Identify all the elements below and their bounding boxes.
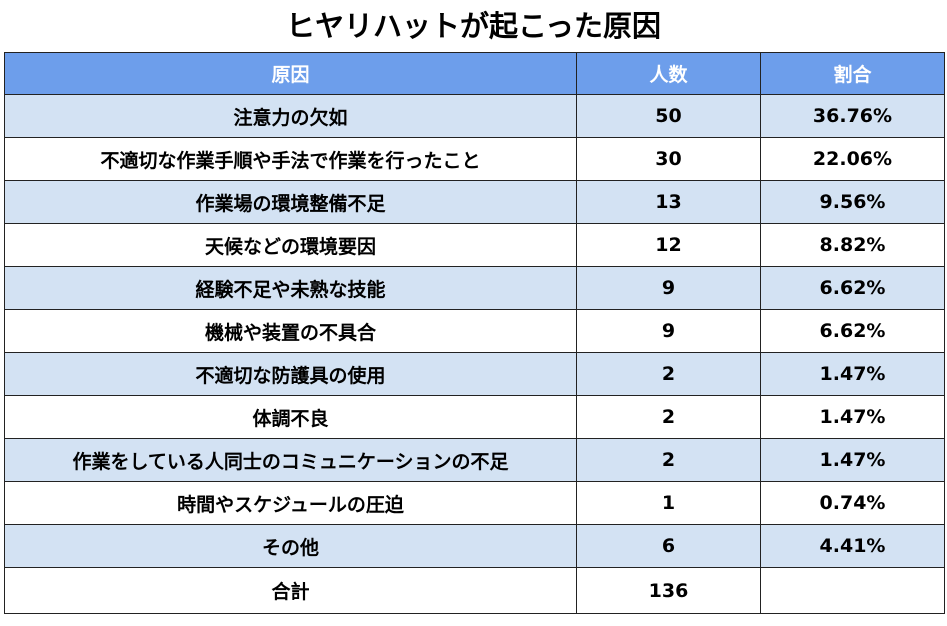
- cell-share: 1.47%: [760, 395, 945, 439]
- total-share: [760, 567, 945, 614]
- cell-cause: 天候などの環境要因: [4, 223, 577, 267]
- cell-share: 0.74%: [760, 481, 945, 525]
- cell-count: 6: [576, 524, 761, 568]
- total-label: 合計: [4, 567, 577, 614]
- table-row: 時間やスケジュールの圧迫 1 0.74%: [4, 481, 945, 525]
- cell-share: 22.06%: [760, 137, 945, 181]
- header-count: 人数: [576, 52, 761, 95]
- cell-cause: 経験不足や未熟な技能: [4, 266, 577, 310]
- table-row: 経験不足や未熟な技能 9 6.62%: [4, 266, 945, 310]
- cell-cause: 注意力の欠如: [4, 94, 577, 138]
- cell-count: 50: [576, 94, 761, 138]
- cell-cause: 不適切な防護具の使用: [4, 352, 577, 396]
- cell-cause: 不適切な作業手順や手法で作業を行ったこと: [4, 137, 577, 181]
- table-row: 不適切な作業手順や手法で作業を行ったこと 30 22.06%: [4, 137, 945, 181]
- cell-count: 9: [576, 309, 761, 353]
- table-row: 体調不良 2 1.47%: [4, 395, 945, 439]
- total-count: 136: [576, 567, 761, 614]
- cell-share: 1.47%: [760, 352, 945, 396]
- cell-cause: その他: [4, 524, 577, 568]
- cell-count: 13: [576, 180, 761, 224]
- cell-count: 30: [576, 137, 761, 181]
- cell-share: 6.62%: [760, 266, 945, 310]
- cell-count: 12: [576, 223, 761, 267]
- cell-share: 8.82%: [760, 223, 945, 267]
- header-row: 原因 人数 割合: [4, 52, 945, 95]
- cell-cause: 時間やスケジュールの圧迫: [4, 481, 577, 525]
- table-row: 天候などの環境要因 12 8.82%: [4, 223, 945, 267]
- cell-share: 1.47%: [760, 438, 945, 482]
- chart-title: ヒヤリハットが起こった原因: [286, 9, 661, 43]
- table-row: 作業をしている人同士のコミュニケーションの不足 2 1.47%: [4, 438, 945, 482]
- table-row: 作業場の環境整備不足 13 9.56%: [4, 180, 945, 224]
- cell-count: 1: [576, 481, 761, 525]
- header-cause: 原因: [4, 52, 577, 95]
- table-row: その他 6 4.41%: [4, 524, 945, 568]
- cell-count: 9: [576, 266, 761, 310]
- cell-cause: 機械や装置の不具合: [4, 309, 577, 353]
- table-row: 機械や装置の不具合 9 6.62%: [4, 309, 945, 353]
- cell-share: 36.76%: [760, 94, 945, 138]
- cell-cause: 体調不良: [4, 395, 577, 439]
- table-row: 不適切な防護具の使用 2 1.47%: [4, 352, 945, 396]
- cell-count: 2: [576, 438, 761, 482]
- cause-table: 原因 人数 割合 注意力の欠如 50 36.76% 不適切な作業手順や手法で作業を行っ…: [4, 52, 945, 614]
- cell-count: 2: [576, 352, 761, 396]
- cell-share: 6.62%: [760, 309, 945, 353]
- cell-share: 4.41%: [760, 524, 945, 568]
- cell-cause: 作業をしている人同士のコミュニケーションの不足: [4, 438, 577, 482]
- total-row: 合計 136: [4, 567, 945, 614]
- header-share: 割合: [760, 52, 945, 95]
- cell-count: 2: [576, 395, 761, 439]
- table-row: 注意力の欠如 50 36.76%: [4, 94, 945, 138]
- cell-cause: 作業場の環境整備不足: [4, 180, 577, 224]
- cell-share: 9.56%: [760, 180, 945, 224]
- table-body: 注意力の欠如 50 36.76% 不適切な作業手順や手法で作業を行ったこと 30 22.0…: [4, 94, 945, 614]
